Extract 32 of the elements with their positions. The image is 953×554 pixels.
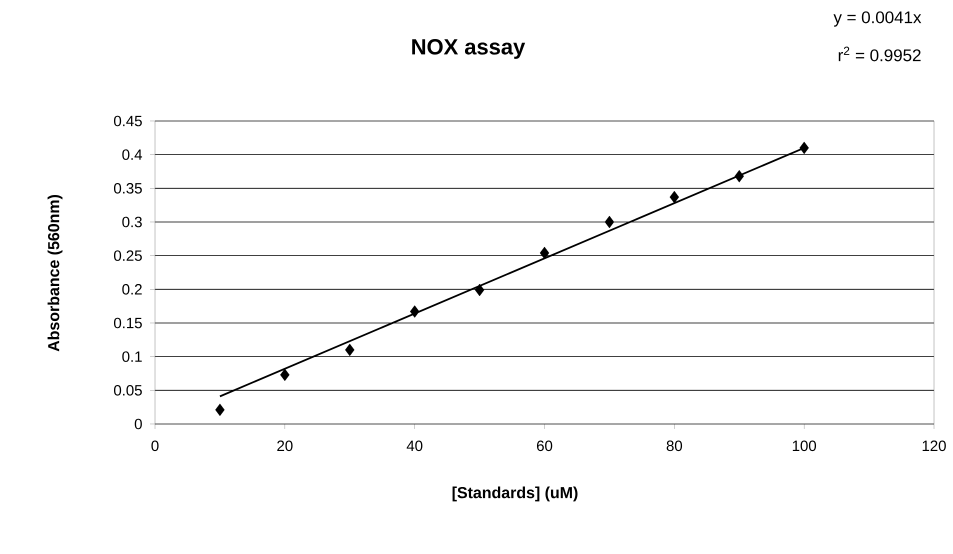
x-tick-label: 40 <box>406 440 422 452</box>
y-tick-label: 0.15 <box>114 318 142 328</box>
point <box>410 305 420 318</box>
point <box>474 284 484 296</box>
point <box>345 344 354 356</box>
x-tick-label: 80 <box>666 440 682 452</box>
x-tick-label: 0 <box>151 440 159 452</box>
y-tick-label: 0.3 <box>122 216 142 228</box>
y-tick-label: 0.4 <box>122 149 142 160</box>
point <box>734 170 744 182</box>
point <box>604 216 614 228</box>
y-tick-label: 0.1 <box>122 351 142 362</box>
y-tick-label: 0.2 <box>122 284 142 295</box>
text: y = 0.0041x <box>833 11 922 27</box>
x-axis-title: [Standards] (uM) <box>452 486 578 502</box>
y-tick-label: 0.25 <box>114 250 142 261</box>
point <box>215 404 225 416</box>
point <box>280 368 290 382</box>
x-tick-label: 20 <box>277 440 293 452</box>
y-axis-title: Absorbance (560nm) <box>48 194 62 352</box>
point <box>670 190 680 204</box>
y-tick-label: 0.35 <box>114 183 142 194</box>
x-tick-label: 120 <box>922 440 946 452</box>
y-tick-label: 0.05 <box>114 385 142 396</box>
y-tick-label: 0 <box>134 418 142 430</box>
point <box>799 142 809 154</box>
chart-title: NOX assay <box>412 39 526 59</box>
text: r$^{2}$ = 0.9952 <box>838 46 921 62</box>
x-tick-label: 100 <box>792 440 816 452</box>
point <box>540 246 550 260</box>
y-tick-label: 0.45 <box>114 116 142 126</box>
x-tick-label: 60 <box>536 440 552 452</box>
